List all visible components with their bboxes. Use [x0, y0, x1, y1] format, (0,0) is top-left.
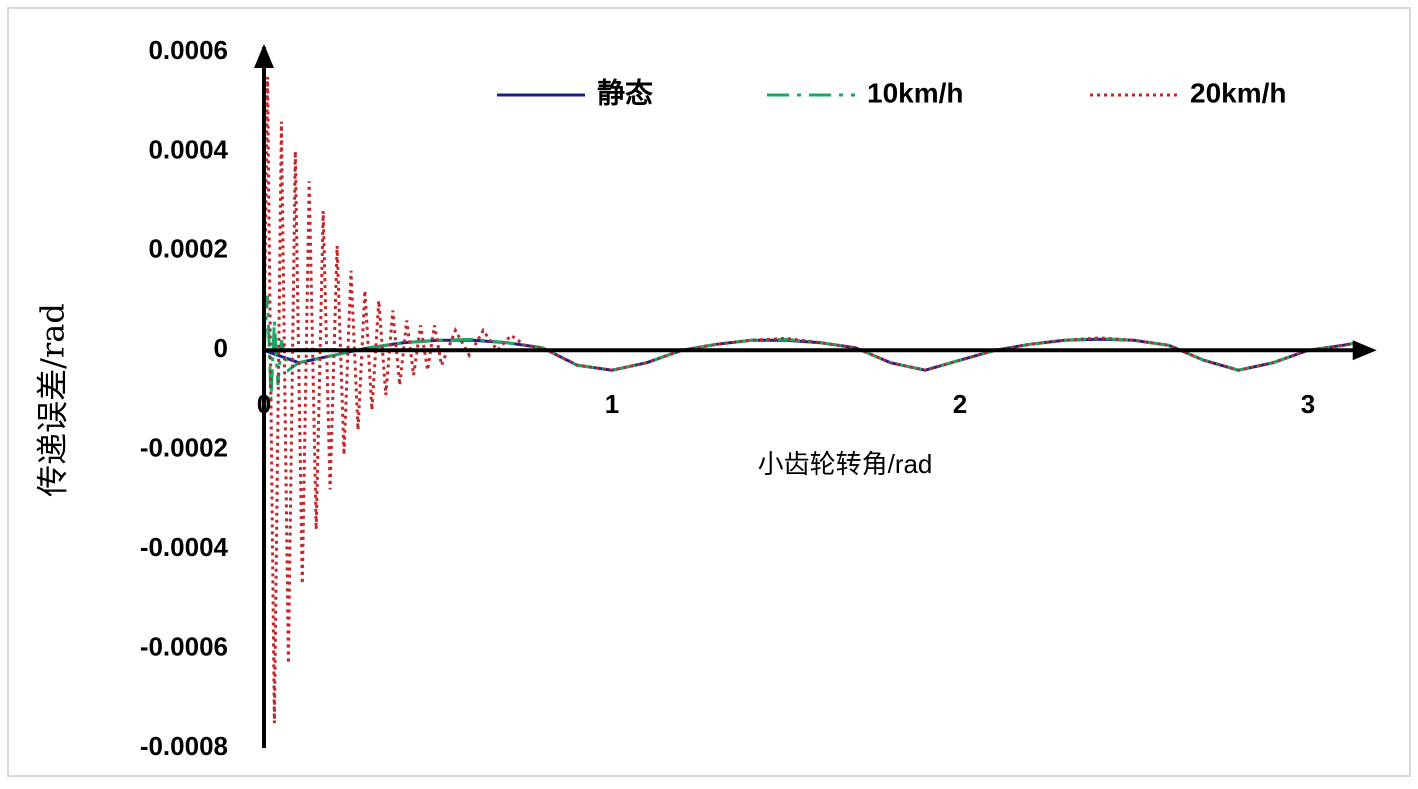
- x-tick-label: 1: [605, 389, 619, 419]
- y-tick-label: -0.0004: [140, 532, 229, 562]
- tick-labels: -0.0008 -0.0006 -0.0004 -0.0002 0 0.0002 0.000…: [140, 35, 1315, 761]
- y-tick-label: 0.0002: [148, 234, 228, 264]
- y-tick-label: 0.0006: [148, 35, 228, 65]
- x-axis-arrow: [1352, 340, 1377, 361]
- legend: 静态 10km/h 20km/h: [497, 77, 1287, 108]
- x-tick-label: 2: [953, 389, 967, 419]
- legend-label: 静态: [597, 77, 653, 108]
- y-axis-label: 传递误差/rad: [34, 303, 72, 497]
- y-axis-arrow: [254, 44, 274, 68]
- axes: [254, 44, 1377, 748]
- legend-label: 20km/h: [1190, 77, 1287, 108]
- legend-item: 20km/h: [1090, 77, 1287, 108]
- y-tick-label: -0.0002: [140, 433, 228, 463]
- legend-label: 10km/h: [867, 77, 964, 108]
- y-tick-label: -0.0008: [140, 731, 228, 761]
- series-line: [262, 295, 1357, 401]
- legend-item: 静态: [497, 77, 653, 108]
- y-tick-label: -0.0006: [140, 631, 228, 661]
- x-tick-label: 3: [1301, 389, 1315, 419]
- x-tick-label: 0: [257, 389, 271, 419]
- chart-frame: [7, 7, 1411, 777]
- y-tick-label: 0.0004: [148, 134, 228, 164]
- legend-item: 10km/h: [767, 77, 964, 108]
- y-tick-label: 0: [214, 333, 228, 363]
- x-axis-label: 小齿轮转角/rad: [758, 449, 933, 479]
